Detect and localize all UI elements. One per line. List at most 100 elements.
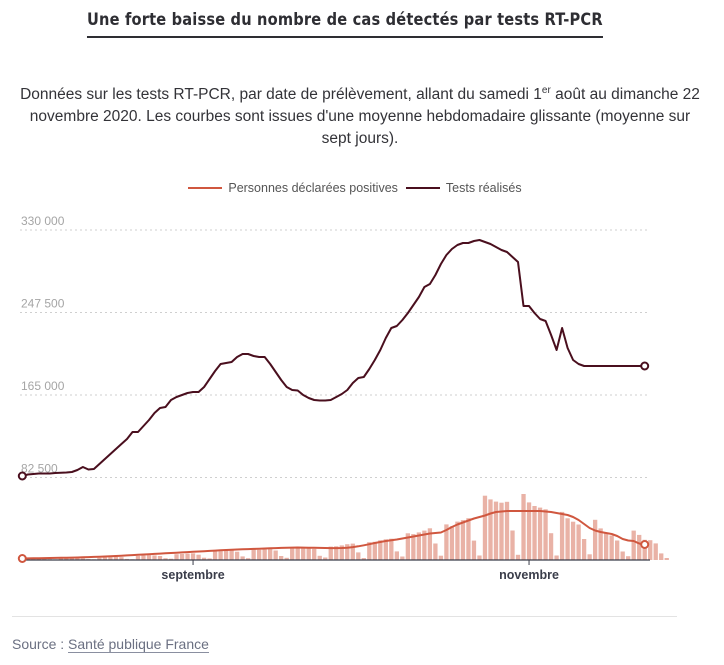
bar <box>256 549 262 560</box>
bar <box>433 543 438 560</box>
bar <box>559 511 565 560</box>
bar <box>504 501 510 560</box>
chart-subtitle: Données sur les tests RT-PCR, par date d… <box>20 84 700 150</box>
bar <box>80 558 86 560</box>
bar <box>576 524 581 560</box>
bar <box>317 555 322 560</box>
bar <box>174 554 179 560</box>
bar <box>455 521 460 560</box>
bar <box>400 556 405 560</box>
bar <box>537 507 543 560</box>
bar <box>510 530 515 560</box>
bar <box>334 546 339 560</box>
bar <box>626 556 631 560</box>
bar <box>598 528 603 560</box>
bar <box>350 543 355 560</box>
bar <box>75 558 80 560</box>
bar <box>323 557 328 560</box>
bar <box>108 557 113 560</box>
bar <box>422 530 427 560</box>
positives-line <box>22 510 645 560</box>
y-tick-label: 165 000 <box>21 379 65 393</box>
bar <box>69 558 75 560</box>
legend-label-positives: Personnes déclarées positives <box>228 181 398 195</box>
bar <box>328 546 333 560</box>
chart-title: Une forte baisse du nombre de cas détect… <box>87 10 603 38</box>
bar <box>609 535 614 560</box>
bar <box>620 551 625 560</box>
bar <box>152 555 157 560</box>
series-lines <box>17 239 650 563</box>
bar <box>196 554 201 560</box>
bar <box>179 553 185 560</box>
bar <box>339 545 344 560</box>
bar <box>345 544 350 560</box>
bar <box>438 555 444 560</box>
bar <box>119 557 124 560</box>
bar <box>499 502 504 560</box>
x-axis: septembre novembre <box>20 559 650 582</box>
bar <box>488 499 493 560</box>
bar <box>466 518 471 560</box>
legend: Personnes déclarées positives Tests réal… <box>0 181 710 195</box>
bar <box>471 540 477 560</box>
x-tick-label: novembre <box>499 568 559 582</box>
bar <box>163 558 168 560</box>
bar <box>587 554 592 560</box>
bar <box>279 556 284 560</box>
bar <box>521 494 526 560</box>
bar <box>312 548 317 560</box>
bar <box>284 557 289 560</box>
bar <box>664 558 669 560</box>
source-link[interactable]: Santé publique France <box>68 636 209 653</box>
positive-bars <box>20 494 669 560</box>
bar <box>631 530 636 560</box>
bar <box>135 555 141 560</box>
bar <box>201 557 207 560</box>
bar <box>229 550 234 560</box>
bar <box>378 540 383 560</box>
bar <box>223 550 229 560</box>
bar <box>383 539 388 560</box>
bar <box>427 528 433 560</box>
gridlines: 82 500 165 000 247 500 330 000 <box>20 214 650 478</box>
bar <box>262 549 267 560</box>
tests-line-end-marker <box>640 361 650 371</box>
y-tick-label: 330 000 <box>21 214 65 228</box>
bar <box>190 553 196 560</box>
bar <box>141 555 146 560</box>
bar <box>648 540 653 560</box>
bar <box>240 556 245 560</box>
bar <box>31 558 36 560</box>
tests-line <box>22 239 645 477</box>
bar <box>477 555 482 560</box>
bar <box>306 548 311 560</box>
bar <box>361 558 366 560</box>
bar <box>295 548 300 560</box>
bar <box>207 558 212 560</box>
bar <box>185 553 190 560</box>
bar <box>405 533 411 560</box>
legend-label-tests: Tests réalisés <box>445 181 522 195</box>
subtitle-part1: Données sur les tests RT-PCR, par date d… <box>20 86 542 103</box>
bar <box>290 547 295 560</box>
source-line: Source : Santé publique France <box>12 636 209 653</box>
bar <box>113 557 119 560</box>
bar <box>372 541 377 560</box>
bar <box>251 549 256 560</box>
subtitle-sup: er <box>541 84 551 96</box>
bar <box>367 542 372 560</box>
bar <box>449 526 455 560</box>
bar <box>389 538 394 560</box>
bar <box>460 520 466 560</box>
bar <box>642 539 647 560</box>
positives-line-start-marker <box>17 554 27 563</box>
bar <box>653 543 658 560</box>
bar <box>356 552 361 560</box>
bar <box>146 555 152 560</box>
bar <box>554 555 559 560</box>
source-label: Source : <box>12 636 69 652</box>
bar <box>565 518 570 560</box>
bar <box>394 551 399 560</box>
positives-line-end-marker <box>640 540 650 549</box>
